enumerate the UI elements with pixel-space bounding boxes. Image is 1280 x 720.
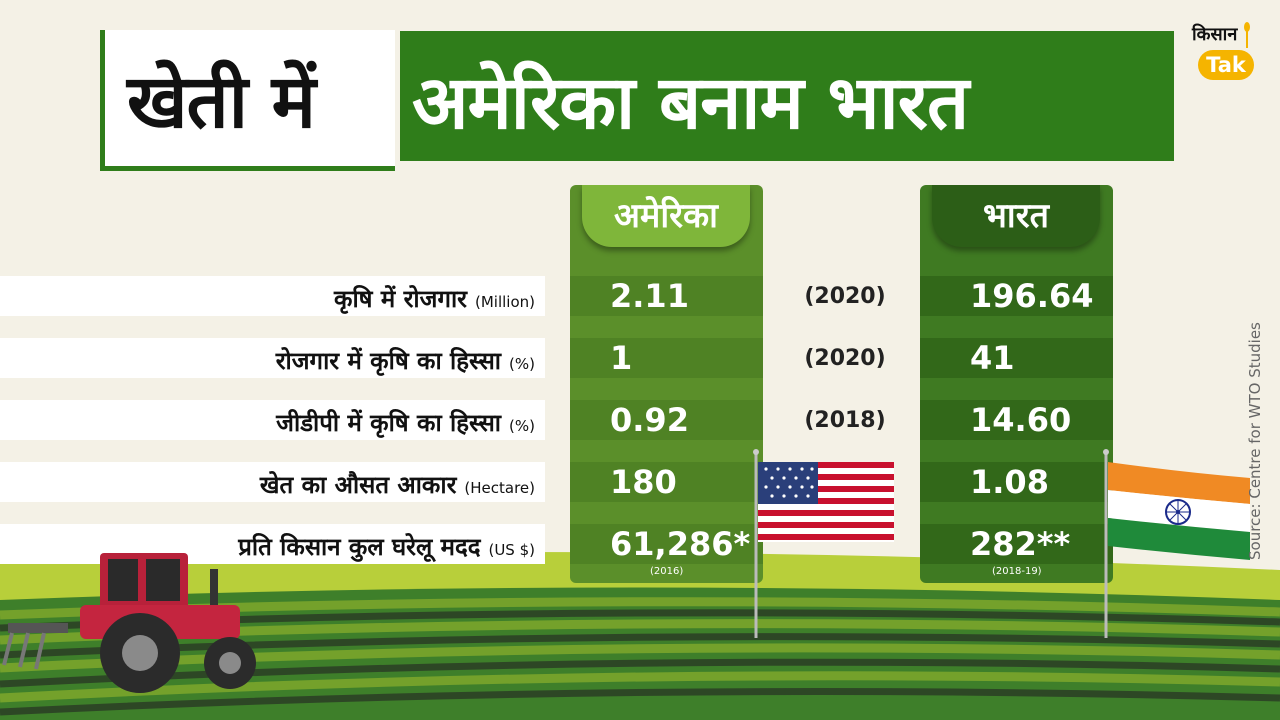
row-label: कृषि में रोजगार (Million): [334, 285, 535, 313]
row-band: [0, 462, 545, 502]
india-value-note: (2018-19): [992, 566, 1042, 577]
india-value: 41: [970, 339, 1015, 377]
row-label: प्रति किसान कुल घरेलू मदद (US $): [238, 533, 535, 561]
usa-flag-icon: [753, 449, 894, 638]
usa-column: अमेरिका 2.11 1 0.92 180 61,286* (2016): [570, 185, 763, 583]
india-flag-icon: [1103, 449, 1250, 638]
source-note: Source: Centre for WTO Studies: [1246, 322, 1264, 560]
tractor-icon: [2, 553, 256, 693]
usa-value: 2.11: [610, 277, 689, 315]
title-part1: खेती में: [127, 59, 316, 145]
india-value: 14.60: [970, 401, 1072, 439]
title-part2-box: अमेरिका बनाम भारत: [400, 31, 1174, 161]
title-part2: अमेरिका बनाम भारत: [412, 60, 969, 146]
row-label: खेत का औसत आकार (Hectare): [259, 471, 535, 499]
year-label: (2020): [804, 284, 886, 309]
row-band: [0, 276, 545, 316]
usa-column-header: अमेरिका: [582, 185, 750, 247]
title-part1-box: खेती में: [100, 30, 395, 171]
year-label: (2020): [804, 346, 886, 371]
row-band: [0, 338, 545, 378]
year-label: (2018): [804, 408, 886, 433]
india-column: भारत 196.64 41 14.60 1.08 282** (2018-19…: [920, 185, 1113, 583]
usa-value: 1: [610, 339, 633, 377]
usa-value: 180: [610, 463, 677, 501]
india-value: 1.08: [970, 463, 1049, 501]
usa-value-note: (2016): [650, 566, 684, 577]
india-value: 196.64: [970, 277, 1094, 315]
logo-badge: Tak: [1198, 50, 1254, 80]
kisan-tak-logo: किसान Tak: [1190, 22, 1266, 84]
logo-text: किसान: [1192, 24, 1238, 45]
wheat-icon: [1244, 22, 1250, 48]
row-band: [0, 400, 545, 440]
usa-value: 0.92: [610, 401, 689, 439]
row-band: [0, 524, 545, 564]
india-value: 282**: [970, 525, 1071, 563]
usa-value: 61,286*: [610, 525, 751, 563]
row-label: जीडीपी में कृषि का हिस्सा (%): [276, 409, 535, 437]
india-column-header: भारत: [932, 185, 1100, 247]
row-label: रोजगार में कृषि का हिस्सा (%): [275, 347, 535, 375]
